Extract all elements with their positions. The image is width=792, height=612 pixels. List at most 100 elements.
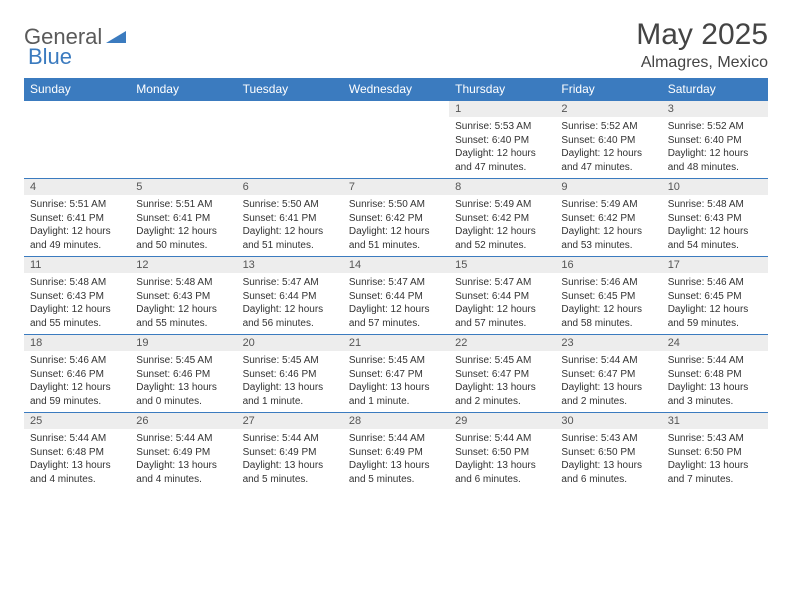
day-body: Sunrise: 5:51 AMSunset: 6:41 PMDaylight:… xyxy=(130,195,236,256)
sunset-text: Sunset: 6:45 PM xyxy=(668,290,762,304)
day-number-cell xyxy=(130,100,236,117)
day-number-cell: 30 xyxy=(555,412,661,429)
week-number-row: 45678910 xyxy=(24,178,768,195)
day-body-cell: Sunrise: 5:44 AMSunset: 6:47 PMDaylight:… xyxy=(555,351,661,412)
day-number-cell: 19 xyxy=(130,334,236,351)
day-body-cell: Sunrise: 5:49 AMSunset: 6:42 PMDaylight:… xyxy=(555,195,661,256)
day-number-cell: 16 xyxy=(555,256,661,273)
sunrise-text: Sunrise: 5:46 AM xyxy=(668,276,762,290)
daylight-text: Daylight: 12 hours and 52 minutes. xyxy=(455,225,549,252)
sunrise-text: Sunrise: 5:44 AM xyxy=(243,432,337,446)
logo-blue-text: Blue xyxy=(28,44,72,70)
day-number: 12 xyxy=(130,256,236,273)
day-body: Sunrise: 5:45 AMSunset: 6:47 PMDaylight:… xyxy=(449,351,555,412)
sunset-text: Sunset: 6:40 PM xyxy=(455,134,549,148)
day-body: Sunrise: 5:49 AMSunset: 6:42 PMDaylight:… xyxy=(555,195,661,256)
day-number-cell: 5 xyxy=(130,178,236,195)
day-number: 29 xyxy=(449,412,555,429)
day-number: 25 xyxy=(24,412,130,429)
day-body: Sunrise: 5:48 AMSunset: 6:43 PMDaylight:… xyxy=(24,273,130,334)
day-body: Sunrise: 5:43 AMSunset: 6:50 PMDaylight:… xyxy=(662,429,768,490)
day-body xyxy=(237,117,343,124)
day-body-cell xyxy=(24,117,130,178)
daylight-text: Daylight: 12 hours and 59 minutes. xyxy=(30,381,124,408)
sunset-text: Sunset: 6:46 PM xyxy=(30,368,124,382)
day-body-cell: Sunrise: 5:50 AMSunset: 6:41 PMDaylight:… xyxy=(237,195,343,256)
day-number: 31 xyxy=(662,412,768,429)
daylight-text: Daylight: 12 hours and 55 minutes. xyxy=(136,303,230,330)
location: Almagres, Mexico xyxy=(636,54,768,72)
day-number-cell: 26 xyxy=(130,412,236,429)
day-body-cell: Sunrise: 5:52 AMSunset: 6:40 PMDaylight:… xyxy=(555,117,661,178)
day-body-cell: Sunrise: 5:45 AMSunset: 6:47 PMDaylight:… xyxy=(449,351,555,412)
day-number: 17 xyxy=(662,256,768,273)
day-header-row: Sunday Monday Tuesday Wednesday Thursday… xyxy=(24,78,768,100)
sunrise-text: Sunrise: 5:49 AM xyxy=(561,198,655,212)
sunset-text: Sunset: 6:43 PM xyxy=(668,212,762,226)
day-number: 16 xyxy=(555,256,661,273)
sunset-text: Sunset: 6:49 PM xyxy=(349,446,443,460)
day-header: Tuesday xyxy=(237,78,343,100)
day-number-cell: 6 xyxy=(237,178,343,195)
sunset-text: Sunset: 6:46 PM xyxy=(136,368,230,382)
month-title: May 2025 xyxy=(636,18,768,52)
daylight-text: Daylight: 12 hours and 51 minutes. xyxy=(243,225,337,252)
day-header: Wednesday xyxy=(343,78,449,100)
day-body: Sunrise: 5:50 AMSunset: 6:41 PMDaylight:… xyxy=(237,195,343,256)
day-number: 14 xyxy=(343,256,449,273)
day-number: 1 xyxy=(449,100,555,117)
day-number-cell xyxy=(237,100,343,117)
day-number-cell: 1 xyxy=(449,100,555,117)
day-number-cell: 17 xyxy=(662,256,768,273)
day-body: Sunrise: 5:44 AMSunset: 6:48 PMDaylight:… xyxy=(662,351,768,412)
day-number-cell: 10 xyxy=(662,178,768,195)
sunset-text: Sunset: 6:41 PM xyxy=(136,212,230,226)
daylight-text: Daylight: 13 hours and 2 minutes. xyxy=(455,381,549,408)
sunset-text: Sunset: 6:47 PM xyxy=(561,368,655,382)
day-body-cell: Sunrise: 5:45 AMSunset: 6:46 PMDaylight:… xyxy=(237,351,343,412)
logo-blue-label: Blue xyxy=(28,44,72,69)
day-body-cell: Sunrise: 5:51 AMSunset: 6:41 PMDaylight:… xyxy=(24,195,130,256)
header: General May 2025 Almagres, Mexico xyxy=(24,18,768,72)
day-body: Sunrise: 5:46 AMSunset: 6:45 PMDaylight:… xyxy=(662,273,768,334)
sunset-text: Sunset: 6:41 PM xyxy=(243,212,337,226)
sunrise-text: Sunrise: 5:50 AM xyxy=(243,198,337,212)
sunset-text: Sunset: 6:49 PM xyxy=(243,446,337,460)
sunrise-text: Sunrise: 5:43 AM xyxy=(668,432,762,446)
day-body: Sunrise: 5:47 AMSunset: 6:44 PMDaylight:… xyxy=(449,273,555,334)
week-content-row: Sunrise: 5:53 AMSunset: 6:40 PMDaylight:… xyxy=(24,117,768,178)
sunrise-text: Sunrise: 5:44 AM xyxy=(349,432,443,446)
daylight-text: Daylight: 13 hours and 2 minutes. xyxy=(561,381,655,408)
day-number: 21 xyxy=(343,334,449,351)
day-number-cell: 7 xyxy=(343,178,449,195)
day-number-cell: 24 xyxy=(662,334,768,351)
day-header: Thursday xyxy=(449,78,555,100)
week-content-row: Sunrise: 5:48 AMSunset: 6:43 PMDaylight:… xyxy=(24,273,768,334)
day-body-cell: Sunrise: 5:47 AMSunset: 6:44 PMDaylight:… xyxy=(237,273,343,334)
day-body: Sunrise: 5:46 AMSunset: 6:46 PMDaylight:… xyxy=(24,351,130,412)
sunrise-text: Sunrise: 5:45 AM xyxy=(349,354,443,368)
day-number-cell: 2 xyxy=(555,100,661,117)
day-number: 23 xyxy=(555,334,661,351)
day-number: 28 xyxy=(343,412,449,429)
sunrise-text: Sunrise: 5:51 AM xyxy=(136,198,230,212)
day-number xyxy=(24,100,130,105)
day-number: 5 xyxy=(130,178,236,195)
day-body: Sunrise: 5:52 AMSunset: 6:40 PMDaylight:… xyxy=(662,117,768,178)
day-body: Sunrise: 5:44 AMSunset: 6:47 PMDaylight:… xyxy=(555,351,661,412)
sunset-text: Sunset: 6:42 PM xyxy=(561,212,655,226)
day-header: Saturday xyxy=(662,78,768,100)
sunrise-text: Sunrise: 5:48 AM xyxy=(136,276,230,290)
day-number: 27 xyxy=(237,412,343,429)
sunrise-text: Sunrise: 5:47 AM xyxy=(349,276,443,290)
sunset-text: Sunset: 6:44 PM xyxy=(455,290,549,304)
day-body: Sunrise: 5:49 AMSunset: 6:42 PMDaylight:… xyxy=(449,195,555,256)
sunrise-text: Sunrise: 5:43 AM xyxy=(561,432,655,446)
sunset-text: Sunset: 6:42 PM xyxy=(455,212,549,226)
day-body-cell: Sunrise: 5:47 AMSunset: 6:44 PMDaylight:… xyxy=(343,273,449,334)
week-number-row: 11121314151617 xyxy=(24,256,768,273)
day-number: 20 xyxy=(237,334,343,351)
sunset-text: Sunset: 6:49 PM xyxy=(136,446,230,460)
week-number-row: 18192021222324 xyxy=(24,334,768,351)
sunrise-text: Sunrise: 5:49 AM xyxy=(455,198,549,212)
